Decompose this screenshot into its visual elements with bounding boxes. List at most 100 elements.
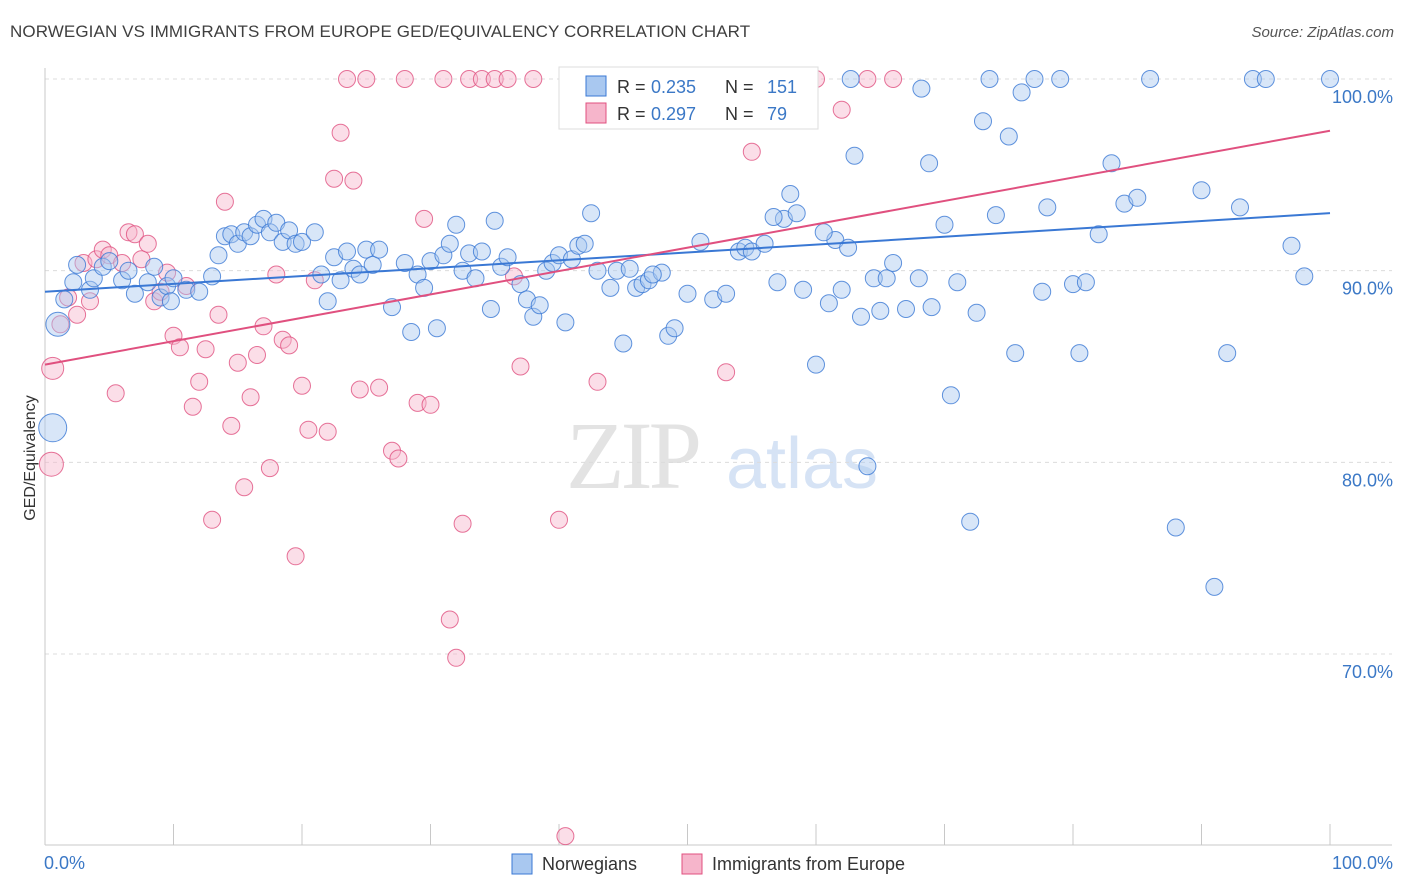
point-norwegian xyxy=(1051,70,1070,88)
point-immigrant xyxy=(106,384,125,403)
point-norwegian xyxy=(864,269,883,288)
point-norwegian xyxy=(999,127,1018,146)
point-norwegian xyxy=(350,265,369,284)
point-immigrant xyxy=(299,420,318,439)
point-norwegian xyxy=(1089,225,1108,244)
point-norwegian xyxy=(161,292,180,311)
point-immigrant xyxy=(196,340,215,359)
watermark: ZIP atlas xyxy=(566,402,878,509)
legend-n-value-blue: 151 xyxy=(767,77,797,97)
point-norwegian xyxy=(55,290,74,309)
point-norwegian xyxy=(293,232,311,251)
point-norwegian xyxy=(575,234,594,253)
point-immigrant xyxy=(260,459,279,478)
point-norwegian xyxy=(524,307,543,326)
point-norwegian xyxy=(807,355,825,374)
point-immigrant xyxy=(190,372,209,391)
point-immigrant xyxy=(472,70,491,88)
y-tick-label: 100.0% xyxy=(1332,87,1393,107)
point-norwegian xyxy=(158,277,177,295)
point-norwegian xyxy=(1006,344,1025,363)
point-norwegian xyxy=(331,271,350,290)
point-immigrant xyxy=(338,70,356,88)
point-norwegian xyxy=(1012,83,1031,102)
trend-lines xyxy=(44,129,1331,366)
y-tick-label: 80.0% xyxy=(1342,470,1393,490)
point-norwegian xyxy=(986,206,1005,225)
point-immigrant xyxy=(183,397,202,416)
y-tick-label: 90.0% xyxy=(1342,279,1393,299)
point-norwegian xyxy=(434,246,453,265)
legend-r-value-pink: 0.297 xyxy=(651,104,696,124)
point-norwegian xyxy=(569,236,588,255)
point-norwegian xyxy=(920,154,939,173)
point-norwegian xyxy=(1076,273,1095,292)
point-norwegian xyxy=(260,223,279,242)
point-norwegian xyxy=(395,254,414,272)
point-norwegian xyxy=(1070,344,1089,363)
point-norwegian xyxy=(38,413,68,443)
point-norwegian xyxy=(1231,198,1249,217)
point-norwegian xyxy=(1218,344,1237,363)
point-immigrant xyxy=(511,357,530,376)
point-norwegian xyxy=(601,278,620,297)
point-norwegian xyxy=(832,280,851,299)
point-norwegian xyxy=(472,242,491,261)
point-norwegian xyxy=(582,204,601,223)
series-norwegians-points xyxy=(38,70,1339,596)
point-norwegian xyxy=(305,223,324,242)
point-norwegian xyxy=(164,269,183,288)
point-norwegian xyxy=(652,263,671,282)
legend-r-label-blue: R = xyxy=(617,77,646,97)
point-immigrant xyxy=(138,234,157,253)
point-immigrant xyxy=(209,305,228,324)
point-immigrant xyxy=(344,171,363,190)
point-norwegian xyxy=(363,255,382,274)
point-norwegian xyxy=(845,146,864,165)
trend-line-immigrants xyxy=(44,129,1331,366)
point-norwegian xyxy=(1166,518,1185,537)
point-norwegian xyxy=(556,313,575,332)
point-immigrant xyxy=(453,514,472,533)
point-norwegian xyxy=(1205,577,1224,596)
point-immigrant xyxy=(241,388,260,407)
point-norwegian xyxy=(427,319,446,338)
point-norwegian xyxy=(781,185,800,203)
point-norwegian xyxy=(841,70,860,88)
point-norwegian xyxy=(909,269,928,288)
point-norwegian xyxy=(145,257,164,276)
point-norwegian xyxy=(794,280,813,299)
watermark-atlas: atlas xyxy=(726,424,878,504)
point-immigrant xyxy=(832,100,851,119)
legend-label-norwegians: Norwegians xyxy=(542,854,637,874)
point-norwegian xyxy=(871,301,890,320)
point-immigrant xyxy=(119,223,138,242)
point-norwegian xyxy=(151,288,170,307)
point-immigrant xyxy=(331,123,350,142)
point-norwegian xyxy=(922,298,941,317)
point-immigrant xyxy=(293,376,311,395)
point-immigrant xyxy=(858,70,877,88)
point-norwegian xyxy=(338,242,356,261)
point-immigrant xyxy=(235,478,254,497)
point-immigrant xyxy=(325,169,344,188)
point-norwegian xyxy=(643,265,662,284)
point-immigrant xyxy=(395,70,414,88)
point-immigrant xyxy=(228,353,247,372)
point-immigrant xyxy=(498,70,517,88)
point-immigrant xyxy=(215,192,234,211)
point-norwegian xyxy=(620,259,639,278)
x-tick-label: 100.0% xyxy=(1332,853,1393,873)
point-norwegian xyxy=(819,294,838,313)
point-immigrant xyxy=(222,416,241,435)
point-norwegian xyxy=(113,271,132,290)
point-immigrant xyxy=(742,142,761,161)
legend-swatch-immigrants xyxy=(681,853,703,875)
point-norwegian xyxy=(884,254,903,272)
point-norwegian xyxy=(935,215,954,234)
point-norwegian xyxy=(286,234,305,253)
point-immigrant xyxy=(485,70,504,88)
point-norwegian xyxy=(967,303,986,322)
point-norwegian xyxy=(1256,70,1275,88)
point-norwegian xyxy=(614,334,633,353)
